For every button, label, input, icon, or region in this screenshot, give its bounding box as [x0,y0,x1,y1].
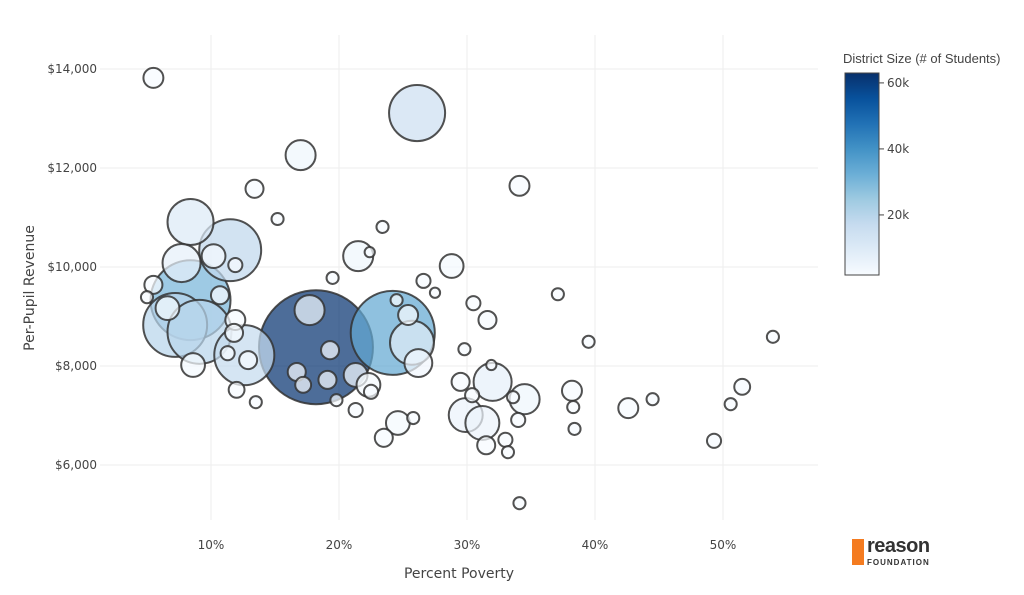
bubble-point [270,211,285,227]
bubble-point [389,293,404,308]
bubble-point [166,197,215,246]
bubble-point [733,377,752,396]
bubble-point [161,243,202,284]
y-axis-ticks: $6,000 $8,000 $10,000 $12,000 $14,000 [47,62,97,472]
bubble-point [566,400,581,415]
bubble-point [154,295,181,322]
colorbar-tick-label: 40k [887,142,909,156]
bubble-point [403,348,434,378]
y-tick-label: $8,000 [55,359,97,373]
bubble-point [465,295,482,312]
bubble-point [227,256,244,274]
bubble-point [219,345,236,362]
bubble-point [320,340,341,361]
bubble-point [415,272,432,289]
bubble-point [397,304,420,327]
x-tick-label: 10% [198,538,225,552]
bubble-point [497,431,514,448]
bubble-point [363,246,376,259]
bubble-point [428,286,442,299]
logo-line2: FOUNDATION [867,558,930,567]
colorbar-gradient [844,72,880,276]
bubble-point [238,350,259,371]
y-tick-label: $6,000 [55,458,97,472]
bubble-point [457,342,472,357]
bubble-point [581,334,596,349]
bubble-point [406,410,421,426]
bubble-point [438,253,465,279]
bubble-point [464,387,481,404]
reason-foundation-logo: reason FOUNDATION [852,535,930,568]
bubble-point [139,290,155,305]
bubble-point [388,84,447,143]
y-tick-label: $14,000 [47,62,97,76]
torch-icon [852,538,864,565]
y-tick-label: $12,000 [47,161,97,175]
colorbar: District Size (# of Students) 20k 40k 60k [843,51,1001,276]
bubble-point [500,445,516,460]
bubble-point [550,287,565,302]
y-axis-title: Per-Pupil Revenue [22,225,38,351]
bubble-point [450,371,471,392]
bubble-point [723,397,738,412]
x-axis-ticks: 10% 20% 30% 40% 50% [198,538,737,552]
bubble-point [224,322,245,343]
bubble-point [180,352,206,378]
bubble-point [765,329,780,344]
bubble-point [373,427,394,448]
bubble-point [347,402,364,419]
bubble-point [293,294,326,327]
bubble-point [705,432,723,449]
bubble-point [464,404,501,441]
x-tick-label: 20% [326,538,353,552]
bubbles [139,66,780,511]
bubble-point [560,379,583,402]
bubble-point [325,270,340,285]
bubble-point [209,285,230,306]
bubble-point [284,139,317,172]
bubble-point [248,395,263,410]
bubble-point [510,411,527,429]
bubble-point [645,392,660,407]
bubble-point [477,309,498,331]
x-tick-label: 30% [454,538,481,552]
colorbar-tick-label: 20k [887,208,909,222]
x-axis-title: Percent Poverty [404,566,514,582]
bubble-point [508,174,531,197]
bubble-point [142,66,165,89]
bubble-point [244,178,265,199]
logo-line1: reason [867,535,930,557]
x-tick-label: 40% [582,538,609,552]
colorbar-title: District Size (# of Students) [843,51,1001,66]
bubble-point [375,219,390,234]
bubble-point [512,496,527,511]
bubble-point [329,393,344,408]
y-tick-label: $10,000 [47,260,97,274]
colorbar-tick-label: 60k [887,76,909,90]
bubble-point [294,375,313,394]
bubble-point [200,243,227,270]
bubble-point [362,383,380,400]
bubble-point [317,369,338,390]
x-tick-label: 50% [710,538,737,552]
bubble-point [617,397,640,420]
bubble-point [143,274,164,295]
bubble-point [227,380,246,399]
bubble-point [506,390,521,405]
bubble-point [485,358,498,372]
bubble-point [476,435,497,456]
bubble-point [567,421,582,436]
